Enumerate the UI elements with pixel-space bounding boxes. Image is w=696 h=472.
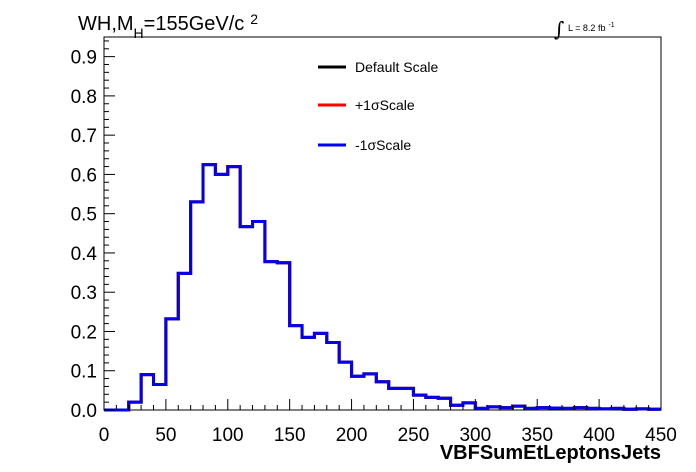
legend-label: -1σScale bbox=[355, 137, 411, 153]
axis-layer: 0 50 100 150 200 250 300 350 400 450 0.0 0.1 0.2 0.3 0… bbox=[71, 40, 677, 446]
legend: Default Scale +1σScale -1σScale bbox=[318, 59, 438, 153]
chart-title: WH,MH=155GeV/c 2 bbox=[78, 11, 258, 41]
y-tick-label: 0.8 bbox=[71, 87, 97, 108]
y-tick-label: 0.4 bbox=[71, 244, 98, 265]
x-tick-label: 400 bbox=[583, 425, 615, 446]
x-tick-label: 350 bbox=[521, 425, 553, 446]
legend-label: +1σScale bbox=[355, 97, 415, 113]
plot-frame bbox=[103, 36, 662, 411]
y-tick-label: 0.0 bbox=[71, 401, 97, 422]
y-tick-label: 0.2 bbox=[71, 322, 97, 343]
title-subscript: H bbox=[134, 25, 144, 41]
x-tick-label: 250 bbox=[398, 425, 430, 446]
lumi-integral-symbol: ∫ bbox=[554, 17, 564, 41]
title-main: WH,M bbox=[78, 13, 134, 35]
lumi-superscript: -1 bbox=[608, 22, 614, 29]
series-line-2 bbox=[104, 163, 661, 412]
x-tick-label: 300 bbox=[459, 425, 491, 446]
y-tick-label: 0.1 bbox=[71, 362, 97, 383]
lumi-text: L = 8.2 fb -1 bbox=[568, 22, 615, 33]
x-axis-label: VBFSumEtLeptonsJets bbox=[440, 442, 661, 464]
title-rest: =155GeV/c bbox=[144, 13, 245, 35]
x-tick-label: 100 bbox=[212, 425, 244, 446]
x-tick-label: 450 bbox=[645, 425, 677, 446]
y-tick-label: 0.3 bbox=[71, 283, 97, 304]
legend-label: Default Scale bbox=[355, 59, 438, 75]
y-tick-label: 0.7 bbox=[71, 126, 97, 147]
y-tick-label: 0.9 bbox=[71, 48, 97, 69]
series-line-0 bbox=[104, 163, 661, 412]
x-tick-label: 50 bbox=[155, 425, 176, 446]
series-layer bbox=[104, 163, 661, 412]
y-tick-label: 0.6 bbox=[71, 165, 97, 186]
title-superscript: 2 bbox=[250, 11, 258, 27]
x-tick-label: 0 bbox=[99, 425, 110, 446]
x-tick-label: 200 bbox=[336, 425, 368, 446]
lumi-label: L = 8.2 fb bbox=[568, 23, 605, 33]
y-tick-label: 0.5 bbox=[71, 205, 97, 226]
x-tick-label: 150 bbox=[274, 425, 306, 446]
series-line-1 bbox=[104, 163, 661, 412]
